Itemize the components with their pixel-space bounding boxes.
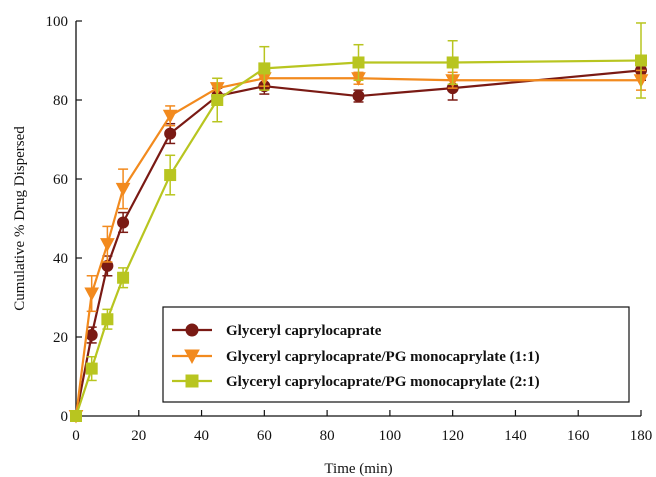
data-point [117, 183, 130, 195]
x-tick-label: 0 [72, 428, 80, 444]
data-point [165, 170, 176, 181]
x-ticks: 0 20 40 60 80 100 120 140 160 180 [72, 410, 652, 444]
y-tick-label: 100 [46, 14, 69, 30]
data-point [118, 217, 129, 228]
y-tick-label: 20 [53, 330, 68, 346]
legend-item: Glyceryl caprylocaprate/PG monocaprylate… [172, 374, 540, 390]
data-point [164, 110, 177, 122]
x-tick-label: 100 [379, 428, 402, 444]
x-axis-label: Time (min) [324, 461, 392, 477]
data-point [636, 55, 647, 66]
data-point [102, 314, 113, 325]
data-point [85, 288, 98, 300]
legend-label: Glyceryl caprylocaprate/PG monocaprylate… [226, 349, 540, 365]
data-point [118, 272, 129, 283]
x-tick-label: 160 [567, 428, 590, 444]
x-tick-label: 40 [194, 428, 209, 444]
data-point [212, 95, 223, 106]
y-axis-label: Cumulative % Drug Dispersed [12, 126, 28, 311]
legend-marker [186, 324, 198, 336]
x-tick-label: 80 [320, 428, 335, 444]
data-point [353, 91, 364, 102]
legend-label: Glyceryl caprylocaprate/PG monocaprylate… [226, 374, 540, 390]
legend: Glyceryl caprylocaprate Glyceryl capryloc… [163, 307, 629, 402]
data-point [165, 128, 176, 139]
data-point [71, 411, 82, 422]
y-tick-label: 40 [53, 251, 68, 267]
x-tick-label: 140 [504, 428, 527, 444]
x-tick-label: 180 [630, 428, 653, 444]
y-tick-label: 60 [53, 172, 68, 188]
x-tick-label: 60 [257, 428, 272, 444]
x-tick-label: 20 [131, 428, 146, 444]
data-point [353, 57, 364, 68]
data-point [259, 63, 270, 74]
data-point [101, 239, 114, 251]
x-tick-label: 120 [441, 428, 464, 444]
legend-item: Glyceryl caprylocaprate/PG monocaprylate… [172, 349, 540, 365]
legend-marker [186, 375, 198, 387]
data-point [86, 363, 97, 374]
legend-label: Glyceryl caprylocaprate [226, 323, 382, 339]
y-tick-label: 0 [61, 409, 69, 425]
y-tick-label: 80 [53, 93, 68, 109]
data-point [447, 57, 458, 68]
